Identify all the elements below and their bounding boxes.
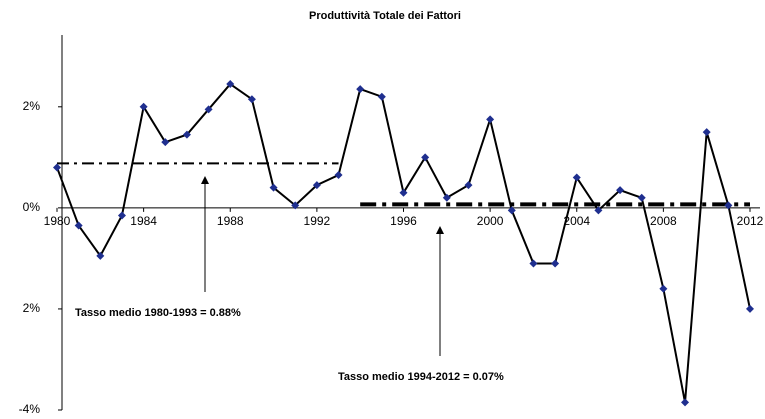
point [616, 186, 625, 195]
annotation: Tasso medio 1994-2012 = 0.07% [338, 371, 504, 383]
y-tick-label: 0% [23, 200, 41, 214]
x-tick-label: 1992 [304, 214, 331, 228]
point [637, 193, 646, 202]
point [659, 284, 668, 293]
point [139, 102, 148, 111]
x-tick-label: 1984 [130, 214, 157, 228]
x-tick-label: 1988 [217, 214, 244, 228]
chart-title: Produttività Totale dei Fattori [309, 10, 461, 22]
point [442, 193, 451, 202]
y-tick-label: 2% [23, 99, 41, 113]
point [464, 181, 473, 190]
x-tick-label: 2004 [563, 214, 590, 228]
x-tick-label: 2012 [737, 214, 764, 228]
point [421, 153, 430, 162]
series-line [56, 82, 751, 403]
point [53, 163, 61, 172]
x-tick-label: 1996 [390, 214, 417, 228]
point [96, 251, 105, 260]
y-tick-label: 2% [23, 301, 41, 315]
point [269, 183, 278, 192]
point [226, 80, 235, 89]
point [399, 188, 408, 197]
point [572, 173, 581, 182]
point [551, 259, 560, 268]
point [724, 201, 733, 210]
point [334, 171, 343, 180]
x-tick-label: 2000 [477, 214, 504, 228]
point [594, 206, 603, 215]
point [291, 201, 300, 210]
y-tick-label: -4% [19, 402, 41, 416]
point [117, 211, 126, 220]
x-tick-label: 2008 [650, 214, 677, 228]
point [356, 85, 365, 94]
point [486, 115, 495, 124]
point [204, 105, 213, 114]
point [529, 259, 538, 268]
point [681, 398, 690, 407]
point [702, 128, 711, 137]
annotation: Tasso medio 1980-1993 = 0.88% [75, 307, 241, 319]
point [161, 138, 170, 147]
point [377, 92, 386, 101]
point [746, 304, 754, 313]
point [312, 181, 321, 190]
point [507, 206, 516, 215]
point [182, 130, 191, 139]
point [74, 221, 83, 230]
point [247, 95, 256, 104]
x-tick-label: 1980 [44, 214, 71, 228]
